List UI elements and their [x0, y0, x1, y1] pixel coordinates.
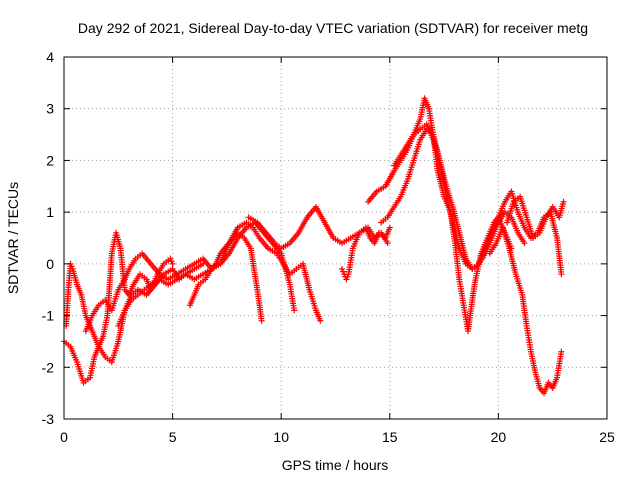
data-point: [560, 198, 567, 205]
x-tick-label: 0: [60, 429, 68, 445]
axis-ticks: 0 5 10 15 20 25 -3 -2 -1 0 1 2 3 4: [42, 49, 615, 445]
data-point: [291, 307, 298, 314]
y-tick-label: -2: [42, 359, 55, 375]
y-tick-label: 3: [46, 101, 54, 117]
y-tick-label: 1: [46, 204, 54, 220]
y-tick-label: 2: [46, 152, 54, 168]
data-point: [169, 260, 176, 267]
x-tick-label: 25: [599, 429, 615, 445]
data-point: [258, 317, 265, 324]
data-points: [61, 95, 567, 397]
data-point: [558, 348, 565, 355]
x-tick-label: 10: [273, 429, 289, 445]
data-point: [558, 271, 565, 278]
chart-title: Day 292 of 2021, Sidereal Day-to-day VTE…: [78, 20, 588, 36]
x-tick-label: 15: [382, 429, 398, 445]
plot-border: [63, 56, 608, 420]
data-point: [317, 317, 324, 324]
y-tick-label: -3: [42, 411, 55, 427]
x-tick-label: 5: [169, 429, 177, 445]
x-axis-label: GPS time / hours: [282, 457, 389, 473]
data-point: [521, 240, 528, 247]
data-point: [384, 240, 391, 247]
y-axis-label: SDTVAR / TECUs: [5, 182, 21, 294]
data-point: [386, 224, 393, 231]
y-tick-label: -1: [42, 308, 55, 324]
x-tick-label: 20: [491, 429, 507, 445]
y-tick-label: 4: [46, 49, 54, 65]
y-tick-label: 0: [46, 256, 54, 272]
